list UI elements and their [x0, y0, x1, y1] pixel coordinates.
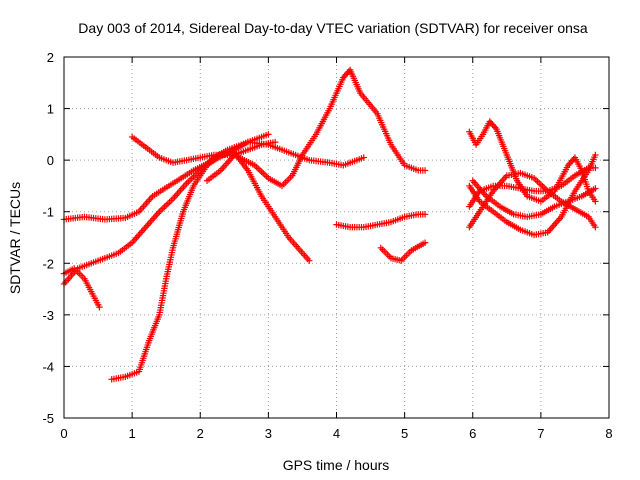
y-tick-label: 2 [47, 50, 54, 65]
series-4 [108, 149, 313, 383]
x-tick-label: 0 [60, 426, 67, 441]
data-point [592, 185, 599, 192]
y-tick-label: -5 [42, 411, 54, 426]
data-point [592, 223, 599, 231]
y-axis-label: SDTVAR / TECUs [7, 182, 23, 294]
plot-frame [63, 56, 610, 419]
series-13 [469, 177, 599, 221]
series-1 [60, 138, 367, 223]
x-tick-label: 1 [129, 426, 136, 441]
x-tick-label: 6 [469, 426, 476, 441]
series-8 [377, 239, 429, 264]
data-point [592, 198, 599, 205]
x-axis-label: GPS time / hours [283, 457, 390, 473]
y-tick-label: -4 [42, 359, 54, 374]
x-tick-label: 5 [401, 426, 408, 441]
data-point [592, 151, 599, 159]
chart-title: Day 003 of 2014, Sidereal Day-to-day VTE… [78, 20, 588, 36]
data-point [592, 164, 599, 172]
data-point [306, 257, 313, 264]
data-point [421, 167, 429, 174]
x-tick-label: 3 [265, 426, 272, 441]
x-tick-label: 8 [605, 426, 612, 441]
axis-ticks: 0 1 2 3 4 5 6 7 8 -5 -4 -3 -2 -1 0 1 2 [42, 50, 612, 441]
data-point [96, 303, 103, 311]
x-tick-label: 4 [333, 426, 340, 441]
x-tick-label: 7 [537, 426, 544, 441]
data-point [421, 239, 429, 246]
y-tick-label: -2 [42, 256, 54, 271]
y-tick-label: -1 [42, 205, 54, 220]
y-tick-label: -3 [42, 308, 54, 323]
data-point [421, 211, 429, 218]
series-6 [203, 138, 279, 184]
series-9 [466, 118, 599, 205]
grid [64, 57, 609, 418]
series-2 [60, 131, 272, 288]
data-marks [60, 66, 599, 383]
series-5 [128, 66, 429, 190]
series-3 [60, 265, 103, 311]
series-12 [466, 169, 599, 231]
x-tick-label: 2 [197, 426, 204, 441]
y-tick-label: 0 [47, 153, 54, 168]
data-point [271, 138, 279, 146]
data-point [265, 131, 272, 138]
data-point [360, 154, 367, 161]
y-tick-label: 1 [47, 102, 54, 117]
series-7 [333, 211, 429, 231]
